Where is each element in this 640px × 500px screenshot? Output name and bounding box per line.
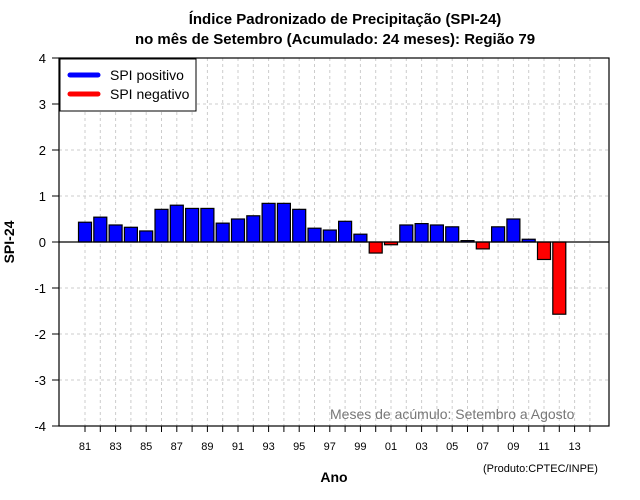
y-axis-label: SPI-24 [1,220,17,263]
x-tick-label: 81 [79,441,91,453]
bar-positive [506,218,521,243]
bar-positive [93,216,108,243]
credit-text: (Produto:CPTEC/INPE) [483,463,598,475]
bar-positive [261,202,276,243]
x-tick-label: 95 [293,441,305,453]
grid [59,58,609,426]
x-tick-label: 91 [232,441,244,453]
bar-positive [445,226,460,243]
x-tick-label: 89 [201,441,213,453]
legend: SPI positivo SPI negativo [59,58,197,112]
x-tick-label: 03 [415,441,427,453]
bars [77,202,567,315]
y-tick-label: 1 [39,189,46,204]
bar-positive [307,227,322,243]
x-tick-label: 97 [324,441,336,453]
bar-positive [399,224,414,243]
x-tick-label: 05 [446,441,458,453]
chart-subtitle: no mês de Setembro (Acumulado: 24 meses)… [135,31,535,48]
x-tick-label: 83 [109,441,121,453]
bar-positive [200,207,215,243]
bar-positive [338,220,353,243]
bar-negative [475,241,490,250]
x-tick-label: 07 [477,441,489,453]
bar-negative [552,241,567,315]
bar-positive [154,208,169,243]
bar-positive [215,222,230,243]
bar-positive [123,226,139,243]
y-tick-label: -2 [34,327,46,342]
y-tick-label: 0 [39,235,46,250]
chart-title: Índice Padronizado de Precipitação (SPI-… [189,11,502,28]
x-tick-label: 93 [262,441,274,453]
x-axis: 81 83 85 87 89 91 93 95 97 99 01 03 05 07 09 11 13 [79,426,591,453]
x-axis-label: Ano [320,469,347,485]
x-tick-label: 11 [538,441,549,453]
y-tick-label: -3 [34,373,46,388]
legend-label-positive: SPI positivo [110,67,184,83]
bar-positive [322,229,337,243]
bar-positive [353,233,368,243]
bar-positive [429,224,444,243]
y-tick-label: -1 [34,281,46,296]
x-tick-label: 85 [140,441,152,453]
bar-positive [169,204,184,243]
bar-positive [185,207,200,243]
bar-positive [292,208,307,243]
bar-positive [77,221,93,243]
y-tick-label: -4 [34,419,46,434]
y-axis: 4 3 2 1 0 -1 -2 -3 -4 [34,51,59,434]
legend-label-negative: SPI negativo [110,86,190,102]
bar-positive [414,223,429,243]
bar-negative [536,241,552,261]
y-tick-label: 3 [39,97,46,112]
bar-positive [491,226,506,243]
bar-positive [108,224,123,243]
x-tick-label: 87 [171,441,183,453]
x-tick-label: 09 [507,441,519,453]
y-tick-label: 4 [39,51,46,66]
x-tick-label: 13 [568,441,580,453]
bar-positive [139,230,154,243]
bar-negative [368,241,383,254]
x-tick-label: 01 [385,441,397,453]
bar-positive [230,218,246,243]
x-tick-label: 99 [354,441,366,453]
bar-positive [246,215,261,243]
bar-positive [276,202,291,243]
legend-box [59,58,197,112]
y-tick-label: 2 [39,143,46,158]
annotation-accumulation: Meses de acúmulo: Setembro a Agosto [330,406,575,422]
